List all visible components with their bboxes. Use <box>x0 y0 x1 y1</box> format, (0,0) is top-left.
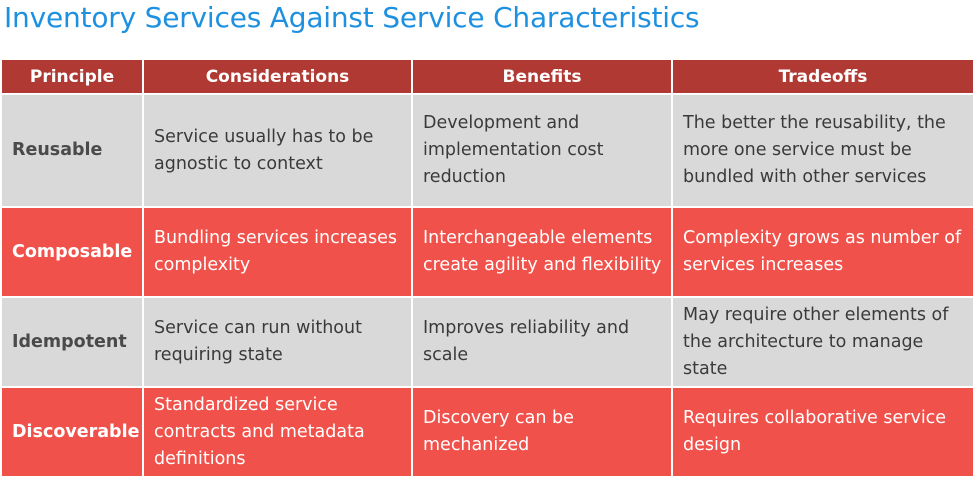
table-row: Idempotent Service can run without requi… <box>0 296 973 388</box>
header-principle: Principle <box>0 58 144 95</box>
benefits-cell: Interchangeable elements create agility … <box>411 206 673 298</box>
header-tradeoffs: Tradeoffs <box>671 58 973 95</box>
tradeoffs-cell: The better the reusability, the more one… <box>671 93 973 208</box>
tradeoffs-cell: Complexity grows as number of services i… <box>671 206 973 298</box>
table-row: Reusable Service usually has to be agnos… <box>0 93 973 208</box>
benefits-cell: Development and implementation cost redu… <box>411 93 673 208</box>
tradeoffs-cell: Requires collaborative service design <box>671 386 973 478</box>
considerations-cell: Service can run without requiring state <box>142 296 413 388</box>
tradeoffs-cell: May require other elements of the archit… <box>671 296 973 388</box>
principle-cell: Discoverable <box>0 386 144 478</box>
page-title: Inventory Services Against Service Chara… <box>4 1 700 34</box>
service-characteristics-table: Principle Considerations Benefits Tradeo… <box>0 58 973 478</box>
header-benefits: Benefits <box>411 58 673 95</box>
considerations-cell: Bundling services increases complexity <box>142 206 413 298</box>
considerations-cell: Service usually has to be agnostic to co… <box>142 93 413 208</box>
table-row: Composable Bundling services increases c… <box>0 206 973 298</box>
considerations-cell: Standardized service contracts and metad… <box>142 386 413 478</box>
benefits-cell: Discovery can be mechanized <box>411 386 673 478</box>
table-header-row: Principle Considerations Benefits Tradeo… <box>0 58 973 95</box>
benefits-cell: Improves reliability and scale <box>411 296 673 388</box>
header-considerations: Considerations <box>142 58 413 95</box>
principle-cell: Idempotent <box>0 296 144 388</box>
table-row: Discoverable Standardized service contra… <box>0 386 973 478</box>
principle-cell: Reusable <box>0 93 144 208</box>
principle-cell: Composable <box>0 206 144 298</box>
